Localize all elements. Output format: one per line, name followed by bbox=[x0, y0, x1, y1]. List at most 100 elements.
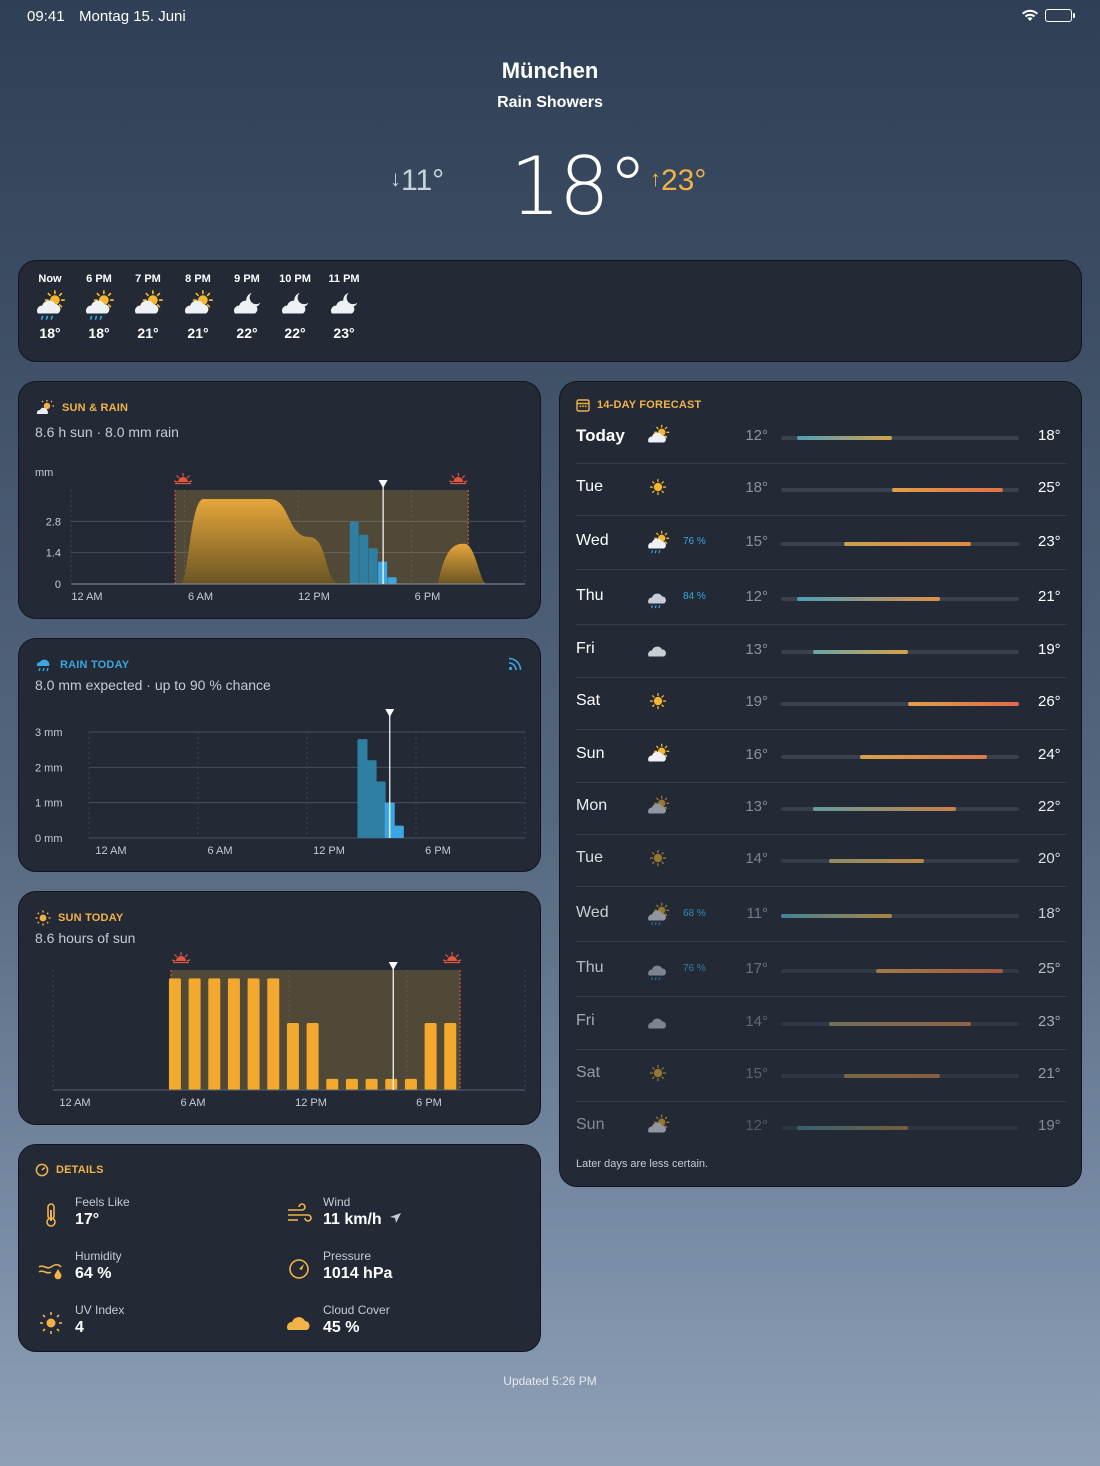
status-bar: 09:41 Montag 15. Juni bbox=[27, 8, 1075, 28]
sun-rain-card[interactable]: SUN & RAIN 8.6 h sun · 8.0 mm rain mm 0 1.… bbox=[18, 381, 541, 619]
temp-range-bar bbox=[828, 859, 924, 863]
hourly-item[interactable]: 10 PM 22° bbox=[275, 273, 315, 341]
now-marker bbox=[385, 709, 395, 717]
hourly-item[interactable]: 11 PM 23° bbox=[324, 273, 364, 341]
row-divider bbox=[576, 677, 1067, 678]
row-divider bbox=[576, 996, 1067, 997]
detail-value-text: 45 % bbox=[323, 1319, 360, 1336]
hourly-temp: 18° bbox=[88, 325, 110, 341]
row-divider bbox=[576, 1049, 1067, 1050]
sun-today-subtitle: 8.6 hours of sun bbox=[35, 930, 136, 946]
row-divider bbox=[576, 886, 1067, 887]
forecast-row[interactable]: Sat 19° 26° bbox=[560, 678, 1083, 730]
forecast-card[interactable]: 14-DAY FORECAST Today 12° 18° Tue 18° 25… bbox=[559, 381, 1082, 1187]
sun-icon bbox=[649, 1064, 667, 1082]
forecast-low: 19° bbox=[745, 693, 768, 710]
temp-range-track bbox=[781, 1074, 1019, 1078]
row-divider bbox=[576, 515, 1067, 516]
temp-low: ↓11° bbox=[390, 164, 444, 198]
uv-sun-icon bbox=[40, 1312, 62, 1334]
x-tick-label: 12 PM bbox=[295, 1097, 327, 1109]
detail-item: UV Index 4 bbox=[37, 1303, 257, 1347]
forecast-high: 20° bbox=[1038, 850, 1061, 867]
temp-range-bar bbox=[828, 1022, 972, 1026]
detail-item: Pressure 1014 hPa bbox=[285, 1249, 505, 1293]
temp-range-bar bbox=[844, 1074, 940, 1078]
detail-label: Feels Like bbox=[75, 1195, 130, 1209]
forecast-row[interactable]: Wed 76 % 15° 23° bbox=[560, 518, 1083, 570]
rss-icon[interactable] bbox=[508, 657, 522, 671]
sunrise-icon bbox=[171, 952, 191, 964]
forecast-note: Later days are less certain. bbox=[576, 1158, 709, 1170]
sun-bar bbox=[365, 1078, 378, 1090]
sun-bar bbox=[286, 1023, 299, 1090]
hourly-forecast[interactable]: Now 18° 6 PM 18° 7 PM 21° 8 PM 21° 9 PM 22° 1… bbox=[18, 260, 1082, 362]
x-tick-label: 12 AM bbox=[59, 1097, 90, 1109]
forecast-day: Mon bbox=[576, 797, 608, 814]
up-arrow-icon: ↑ bbox=[650, 166, 661, 191]
precip-chance: 76 % bbox=[683, 963, 706, 974]
hourly-temp: 21° bbox=[137, 325, 159, 341]
temp-range-bar bbox=[812, 650, 908, 654]
y-axis-unit: mm bbox=[35, 467, 53, 479]
temp-range-bar bbox=[781, 914, 893, 918]
forecast-low: 17° bbox=[745, 960, 768, 977]
y-tick-label: 0 mm bbox=[35, 833, 63, 845]
rain-bar bbox=[393, 825, 404, 838]
hourly-time: Now bbox=[38, 273, 62, 285]
detail-value-text: 1014 hPa bbox=[323, 1265, 393, 1282]
forecast-low: 11° bbox=[746, 905, 768, 922]
details-title-text: DETAILS bbox=[56, 1164, 104, 1176]
forecast-low: 13° bbox=[745, 641, 768, 658]
temp-range-bar bbox=[812, 807, 956, 811]
hourly-item[interactable]: 6 PM 18° bbox=[79, 273, 119, 341]
sun-rain-title-text: SUN & RAIN bbox=[62, 402, 129, 414]
temp-range-bar bbox=[796, 597, 940, 601]
sun-bar bbox=[424, 1023, 437, 1090]
detail-label: Pressure bbox=[323, 1249, 372, 1263]
row-divider bbox=[576, 782, 1067, 783]
hourly-temp: 22° bbox=[284, 325, 306, 341]
forecast-row[interactable]: Sun 12° 19° bbox=[560, 1102, 1083, 1154]
x-tick-label: 6 PM bbox=[415, 591, 441, 603]
hourly-item[interactable]: 9 PM 22° bbox=[227, 273, 267, 341]
hourly-time: 6 PM bbox=[86, 273, 112, 285]
forecast-row[interactable]: Mon 13° 22° bbox=[560, 783, 1083, 835]
hourly-temp: 23° bbox=[333, 325, 355, 341]
precip-chance: 68 % bbox=[683, 908, 706, 919]
temp-range-track bbox=[781, 488, 1019, 492]
hourly-item[interactable]: Now 18° bbox=[30, 273, 70, 341]
battery-icon bbox=[1045, 9, 1075, 22]
details-card[interactable]: DETAILS Feels Like 17° Wind 11 km/h Humi… bbox=[18, 1144, 541, 1352]
temp-high: ↑23° bbox=[650, 164, 706, 198]
status-time: 09:41 bbox=[27, 8, 65, 25]
forecast-row[interactable]: Fri 13° 19° bbox=[560, 626, 1083, 678]
detail-value: 1014 hPa bbox=[323, 1265, 392, 1283]
wind-icon bbox=[288, 1203, 312, 1222]
sun-today-card[interactable]: SUN TODAY 8.6 hours of sun 12 AM 6 AM 12 P… bbox=[18, 891, 541, 1125]
forecast-day: Thu bbox=[576, 587, 604, 604]
sun-bar bbox=[247, 978, 260, 1090]
hourly-item[interactable]: 8 PM 21° bbox=[178, 273, 218, 341]
forecast-row[interactable]: Sun 16° 24° bbox=[560, 731, 1083, 783]
rain-cloud-icon bbox=[648, 593, 666, 609]
cloud-moon-icon bbox=[234, 292, 261, 314]
forecast-row[interactable]: Sat 15° 21° bbox=[560, 1050, 1083, 1102]
forecast-high: 24° bbox=[1038, 746, 1061, 763]
forecast-row[interactable]: Today 12° 18° bbox=[560, 412, 1083, 464]
forecast-row[interactable]: Thu 76 % 17° 25° bbox=[560, 945, 1083, 997]
cloud-moon-icon bbox=[331, 292, 358, 314]
hourly-item[interactable]: 7 PM 21° bbox=[128, 273, 168, 341]
sun-bar bbox=[404, 1078, 417, 1090]
down-arrow-icon: ↓ bbox=[390, 166, 401, 191]
forecast-row[interactable]: Thu 84 % 12° 21° bbox=[560, 573, 1083, 625]
forecast-row[interactable]: Tue 14° 20° bbox=[560, 835, 1083, 887]
forecast-row[interactable]: Tue 18° 25° bbox=[560, 464, 1083, 516]
sun-bar bbox=[168, 978, 181, 1090]
forecast-title-text: 14-DAY FORECAST bbox=[597, 399, 702, 411]
sun-icon bbox=[649, 692, 667, 710]
forecast-row[interactable]: Fri 14° 23° bbox=[560, 998, 1083, 1050]
rain-today-card[interactable]: RAIN TODAY 8.0 mm expected · up to 90 % … bbox=[18, 638, 541, 872]
forecast-row[interactable]: Wed 68 % 11° 18° bbox=[560, 890, 1083, 942]
temp-range-track bbox=[781, 597, 1019, 601]
